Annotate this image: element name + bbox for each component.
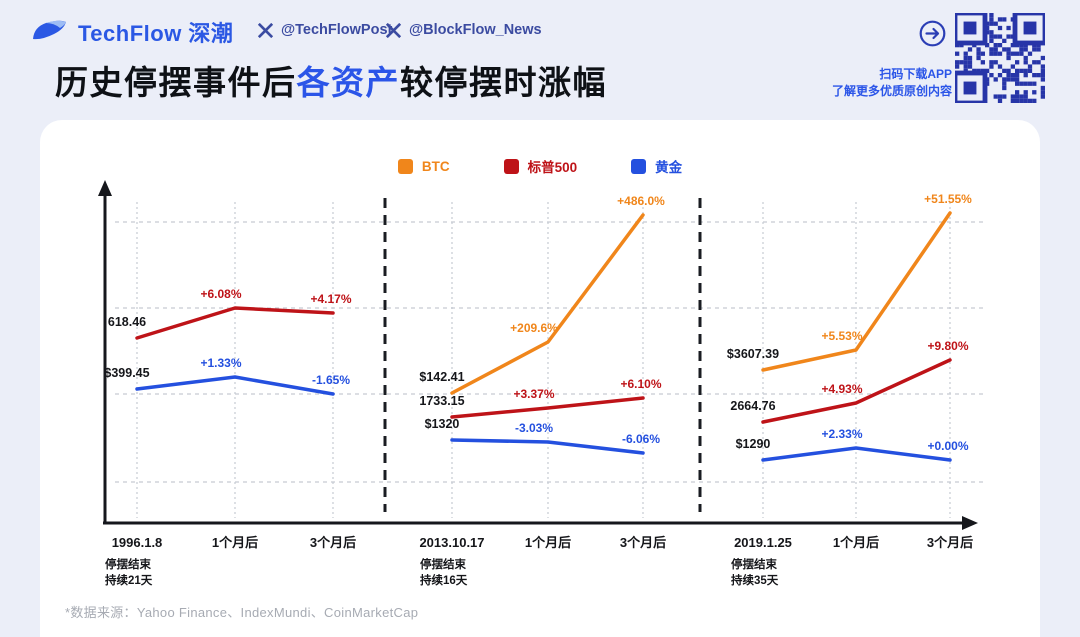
series-line-黄金 <box>135 375 335 396</box>
start-value-label: 618.46 <box>108 315 146 329</box>
techflow-logo-icon <box>33 20 66 40</box>
start-value-label: $399.45 <box>104 366 149 380</box>
x-axis-label: 1个月后 <box>525 535 571 550</box>
pct-change-label: +2.33% <box>821 427 862 441</box>
x-axis-label: 3个月后 <box>927 535 973 550</box>
qr-caption-line1: 扫码下载APP <box>879 67 952 81</box>
pct-change-label: +209.6% <box>510 321 558 335</box>
y-axis-arrow <box>98 180 112 196</box>
event-note: 停摆结束 <box>105 557 151 571</box>
pct-change-label: +1.33% <box>200 356 241 370</box>
series-line-标普500 <box>450 396 645 419</box>
qr-caption-line2: 了解更多优质原创内容 <box>831 84 952 98</box>
event-note: 持续21天 <box>105 573 153 587</box>
pct-change-label: +9.80% <box>927 339 968 353</box>
pct-change-label: +4.93% <box>821 382 862 396</box>
pct-change-label: -6.06% <box>622 432 660 446</box>
start-value-label: $1320 <box>425 417 460 431</box>
chart-legend: BTC 标普500 黄金 <box>40 156 1040 176</box>
event-note: 停摆结束 <box>420 557 466 571</box>
chart-card: 1996.1.8 1个月后 3个月后停摆结束持续21天 618.46 +6.08% +4.… <box>40 120 1040 637</box>
x-twitter-icon <box>258 22 273 38</box>
qr-caption: 扫码下载APP 了解更多优质原创内容 <box>692 66 952 100</box>
x-handle-label: @BlockFlow_News <box>409 22 542 38</box>
start-value-label: $3607.39 <box>727 347 779 361</box>
legend-label: 标普500 <box>527 160 578 175</box>
legend-swatch <box>397 158 413 174</box>
legend-item: 标普500 <box>503 156 578 176</box>
x-handle-techflowpost[interactable]: @TechFlowPost <box>258 22 392 38</box>
legend-item: BTC <box>397 156 450 176</box>
pct-change-label: +0.00% <box>927 439 968 453</box>
series-line-标普500 <box>135 306 335 340</box>
pct-change-label: +3.37% <box>513 387 554 401</box>
x-axis-label: 2013.10.17 <box>419 535 484 550</box>
legend-swatch <box>631 158 647 174</box>
legend-label: BTC <box>421 158 450 174</box>
event-note: 持续35天 <box>731 573 779 587</box>
series-line-BTC <box>450 213 645 395</box>
brand-logo: TechFlow 深潮 <box>30 16 233 48</box>
series-line-BTC <box>761 211 952 372</box>
pct-change-label: -3.03% <box>515 421 553 435</box>
pct-change-label: +5.53% <box>821 329 862 343</box>
pct-change-label: +51.55% <box>924 192 972 206</box>
x-axis-arrow <box>962 516 978 530</box>
x-axis-label: 1996.1.8 <box>112 535 163 550</box>
event-note: 持续16天 <box>420 573 468 587</box>
x-axis-label: 1个月后 <box>212 535 258 550</box>
x-axis-label: 3个月后 <box>620 535 666 550</box>
brand-name: TechFlow 深潮 <box>78 21 234 46</box>
legend-label: 黄金 <box>655 160 683 175</box>
arrow-right-circle-icon <box>919 20 946 47</box>
x-axis-label: 2019.1.25 <box>734 535 792 550</box>
x-handle-blockflownews[interactable]: @BlockFlow_News <box>386 22 542 38</box>
x-axis-label: 1个月后 <box>833 535 879 550</box>
start-value-label: 1733.15 <box>419 394 464 408</box>
qr-code <box>952 10 1048 106</box>
event-note: 停摆结束 <box>731 557 777 571</box>
legend-swatch <box>503 158 519 174</box>
series-line-黄金 <box>450 438 645 455</box>
x-axis-label: 3个月后 <box>310 535 356 550</box>
data-source-note: *数据来源：Yahoo Finance、IndexMundi、CoinMarke… <box>65 605 419 620</box>
pct-change-label: +486.0% <box>617 194 665 208</box>
x-handle-label: @TechFlowPost <box>281 22 393 38</box>
pct-change-label: -1.65% <box>312 373 350 387</box>
pct-change-label: +6.08% <box>200 287 241 301</box>
series-line-黄金 <box>761 446 952 462</box>
pct-change-label: +6.10% <box>620 377 661 391</box>
start-value-label: $1290 <box>736 437 771 451</box>
page-title: 历史停摆事件后各资产较停摆时涨幅 <box>55 64 607 101</box>
series-line-标普500 <box>761 358 952 424</box>
start-value-label: 2664.76 <box>730 399 775 413</box>
legend-item: 黄金 <box>631 156 682 176</box>
pct-change-label: +4.17% <box>310 292 351 306</box>
x-twitter-icon <box>386 22 401 38</box>
start-value-label: $142.41 <box>419 370 464 384</box>
